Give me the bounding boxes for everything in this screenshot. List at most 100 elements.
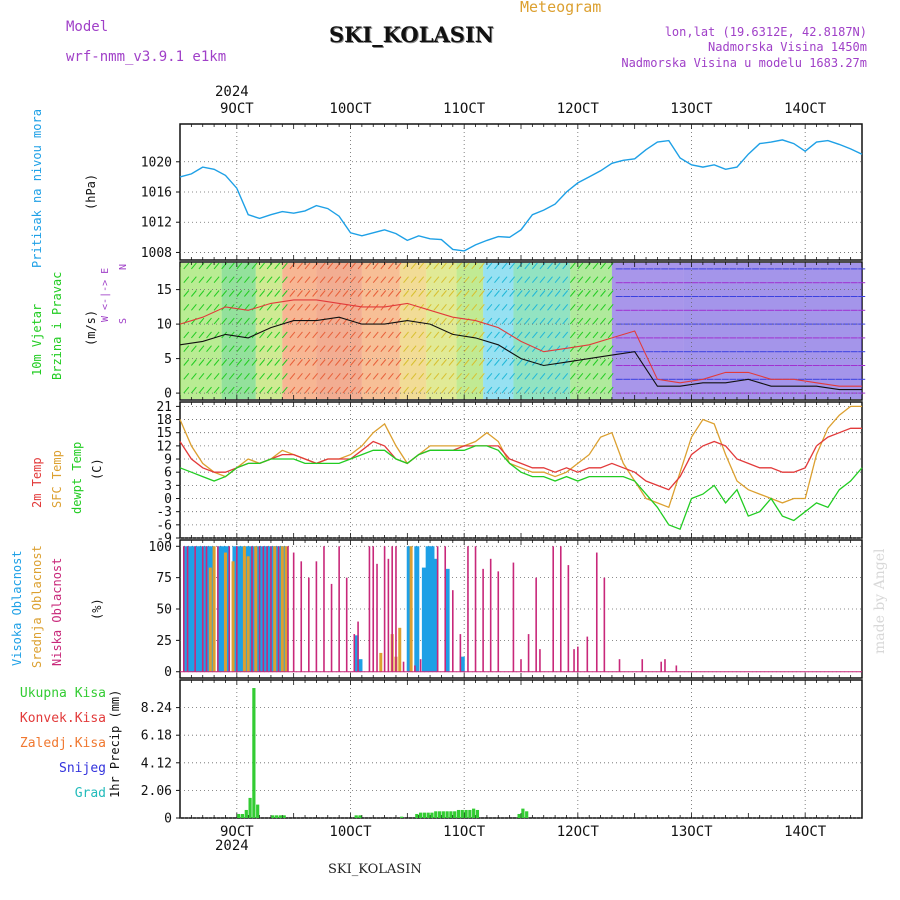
wind-barb: [183, 386, 190, 394]
wind-barb: [433, 303, 440, 311]
x-tick-label-top: 13OCT: [670, 101, 713, 117]
wind-barb: [600, 290, 606, 297]
y-tick-label: 100: [149, 540, 172, 555]
wind-barb: [600, 331, 606, 339]
cloud-bar-mid: [284, 546, 288, 672]
cloud-bar-low: [474, 546, 477, 672]
wind-barb: [607, 386, 614, 394]
wind-barb: [334, 359, 341, 366]
y-tick-label: 1020: [141, 155, 172, 170]
wind-barb: [494, 290, 500, 297]
wind-barb: [425, 386, 432, 394]
y-tick-label: -9: [156, 532, 172, 547]
wind-barb: [289, 372, 296, 380]
wind-barb: [478, 276, 485, 284]
x-tick-label-top: 9OCT: [220, 101, 254, 117]
cloud-bar-high: [459, 656, 465, 672]
wind-barb: [448, 386, 455, 394]
wind-direction-band: [483, 263, 514, 399]
wind-barb: [388, 345, 394, 353]
wind-barb: [281, 317, 288, 325]
wind-barb: [463, 372, 470, 380]
wind-barb: [259, 290, 265, 297]
wind-direction-band: [316, 263, 362, 399]
cloud-bar-low: [201, 546, 204, 672]
wind-barb: [531, 303, 538, 311]
wind-barb: [607, 290, 614, 297]
wind-barb: [388, 372, 394, 380]
wind-barb: [372, 262, 379, 270]
wind-barb: [206, 386, 212, 394]
wind-barb: [433, 372, 440, 380]
wind-barb: [380, 331, 387, 339]
cloud-bar-low: [308, 577, 310, 672]
wind-barb: [463, 290, 470, 297]
wind-barb: [198, 317, 205, 325]
wind-barb: [403, 276, 409, 284]
cloud-bar-mid: [409, 546, 413, 672]
wind-barb: [607, 317, 614, 325]
y-tick-label: -3: [156, 505, 172, 520]
wind-barb: [281, 372, 288, 380]
precip-bar: [475, 809, 480, 818]
wind-barb: [342, 276, 349, 284]
wind-barb: [357, 359, 364, 366]
wind-barb: [350, 345, 356, 353]
wind-barb: [577, 317, 584, 325]
precip-bar: [240, 813, 245, 818]
wind-barb: [342, 262, 349, 270]
wind-barb: [312, 290, 318, 297]
cloud-bar-high: [202, 546, 208, 672]
wind-barb: [266, 386, 273, 394]
wind-barb: [372, 276, 379, 284]
legend-snijeg: Snijeg: [59, 761, 106, 776]
cloud-bar-low: [467, 546, 469, 672]
wind-barb: [433, 262, 440, 270]
wind-barb: [304, 303, 311, 311]
wind-barb: [198, 331, 205, 339]
wind-barb: [531, 331, 538, 339]
wind-barb: [486, 276, 493, 284]
wind-barb: [259, 317, 265, 325]
cloud-bar-high: [232, 546, 238, 672]
wind-barb: [600, 276, 606, 284]
wind-barb: [486, 386, 493, 394]
wind-barb: [350, 276, 356, 284]
wind-barb: [395, 345, 402, 353]
cloud-bar-low: [368, 546, 371, 672]
legend-grad: Grad: [74, 786, 106, 801]
cloud-bar-low: [489, 558, 492, 672]
wind-barb: [289, 359, 296, 366]
cloud-bar-high: [255, 546, 261, 672]
cloud-bar-low: [436, 546, 439, 672]
wind-barb: [524, 262, 531, 270]
model-altitude-label: Nadmorska Visina u modelu 1683.27m: [621, 56, 867, 70]
y-tick-label: 2.06: [141, 784, 172, 799]
wind-barb: [585, 303, 591, 311]
cloud-bar-high: [406, 546, 412, 672]
wind-barb: [410, 372, 417, 380]
wind-barb: [304, 331, 311, 339]
wind-barb: [213, 359, 220, 366]
cloud-bar-mid: [223, 552, 227, 672]
wind-barb: [441, 386, 447, 394]
precip-bar: [244, 809, 248, 818]
wind-barb: [183, 262, 190, 270]
wind-barb: [281, 290, 288, 297]
wind-barb: [577, 303, 584, 311]
wind-barb: [539, 331, 546, 339]
precip-bar: [248, 797, 252, 818]
wind-barb: [372, 331, 379, 339]
wind-barb: [448, 345, 455, 353]
wind-barb: [554, 345, 561, 353]
wind-barb: [319, 386, 326, 394]
cloud-bar-high: [425, 546, 431, 672]
wind-barb: [259, 276, 265, 284]
wind-barb: [403, 372, 409, 380]
wind-barb: [486, 317, 493, 325]
precip-bar: [418, 812, 423, 818]
wind-barb: [486, 372, 493, 380]
wind-barb: [357, 345, 364, 353]
wind-barb: [259, 345, 265, 353]
wind-barb: [259, 386, 265, 394]
